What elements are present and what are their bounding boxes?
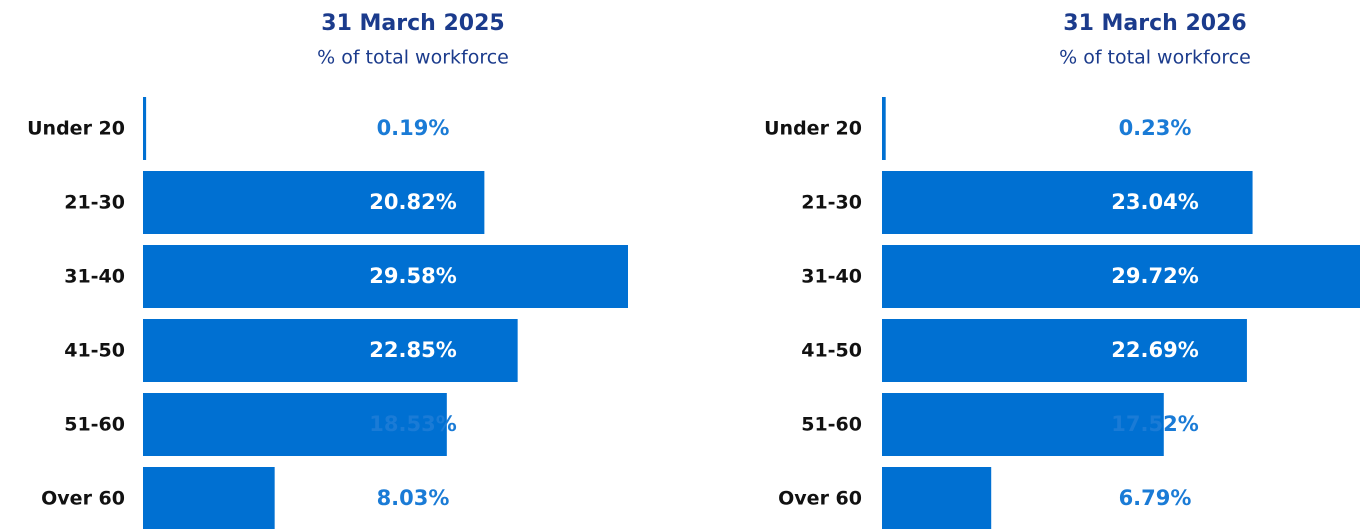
value-label: 17.52%	[1111, 412, 1198, 436]
value-label: 8.03%	[377, 486, 450, 510]
bar	[143, 171, 485, 234]
category-label: 31-40	[801, 266, 862, 288]
bar	[882, 171, 1253, 234]
bar	[143, 393, 447, 456]
value-label: 29.72%	[1111, 264, 1198, 288]
value-label: 23.04%	[1111, 190, 1198, 214]
bar	[143, 97, 147, 160]
category-label: 51-60	[801, 414, 862, 436]
bar	[143, 467, 275, 529]
category-label: 41-50	[801, 340, 862, 362]
value-label: 0.19%	[377, 116, 450, 140]
bar	[882, 319, 1247, 382]
bar	[882, 467, 992, 529]
value-label: 22.69%	[1111, 338, 1198, 362]
category-label: 51-60	[64, 414, 125, 436]
bar	[143, 245, 628, 308]
value-label: 18.53%	[369, 412, 456, 436]
category-label: Under 20	[764, 118, 862, 140]
value-label: 6.79%	[1119, 486, 1192, 510]
value-label: 29.58%	[369, 264, 456, 288]
bar	[143, 319, 518, 382]
category-label: Over 60	[778, 488, 862, 510]
bar	[882, 97, 886, 160]
bar	[882, 393, 1164, 456]
value-label: 22.85%	[369, 338, 456, 362]
chart-title: 31 March 2026	[1063, 11, 1246, 36]
chart-title: 31 March 2025	[321, 11, 504, 36]
category-label: 21-30	[64, 192, 125, 214]
category-label: Over 60	[41, 488, 125, 510]
chart-subtitle: % of total workforce	[1059, 47, 1251, 69]
bar	[882, 245, 1360, 308]
category-label: Under 20	[27, 118, 125, 140]
value-label: 20.82%	[369, 190, 456, 214]
value-label: 0.23%	[1119, 116, 1192, 140]
category-label: 21-30	[801, 192, 862, 214]
category-label: 41-50	[64, 340, 125, 362]
chart-subtitle: % of total workforce	[317, 47, 509, 69]
category-label: 31-40	[64, 266, 125, 288]
